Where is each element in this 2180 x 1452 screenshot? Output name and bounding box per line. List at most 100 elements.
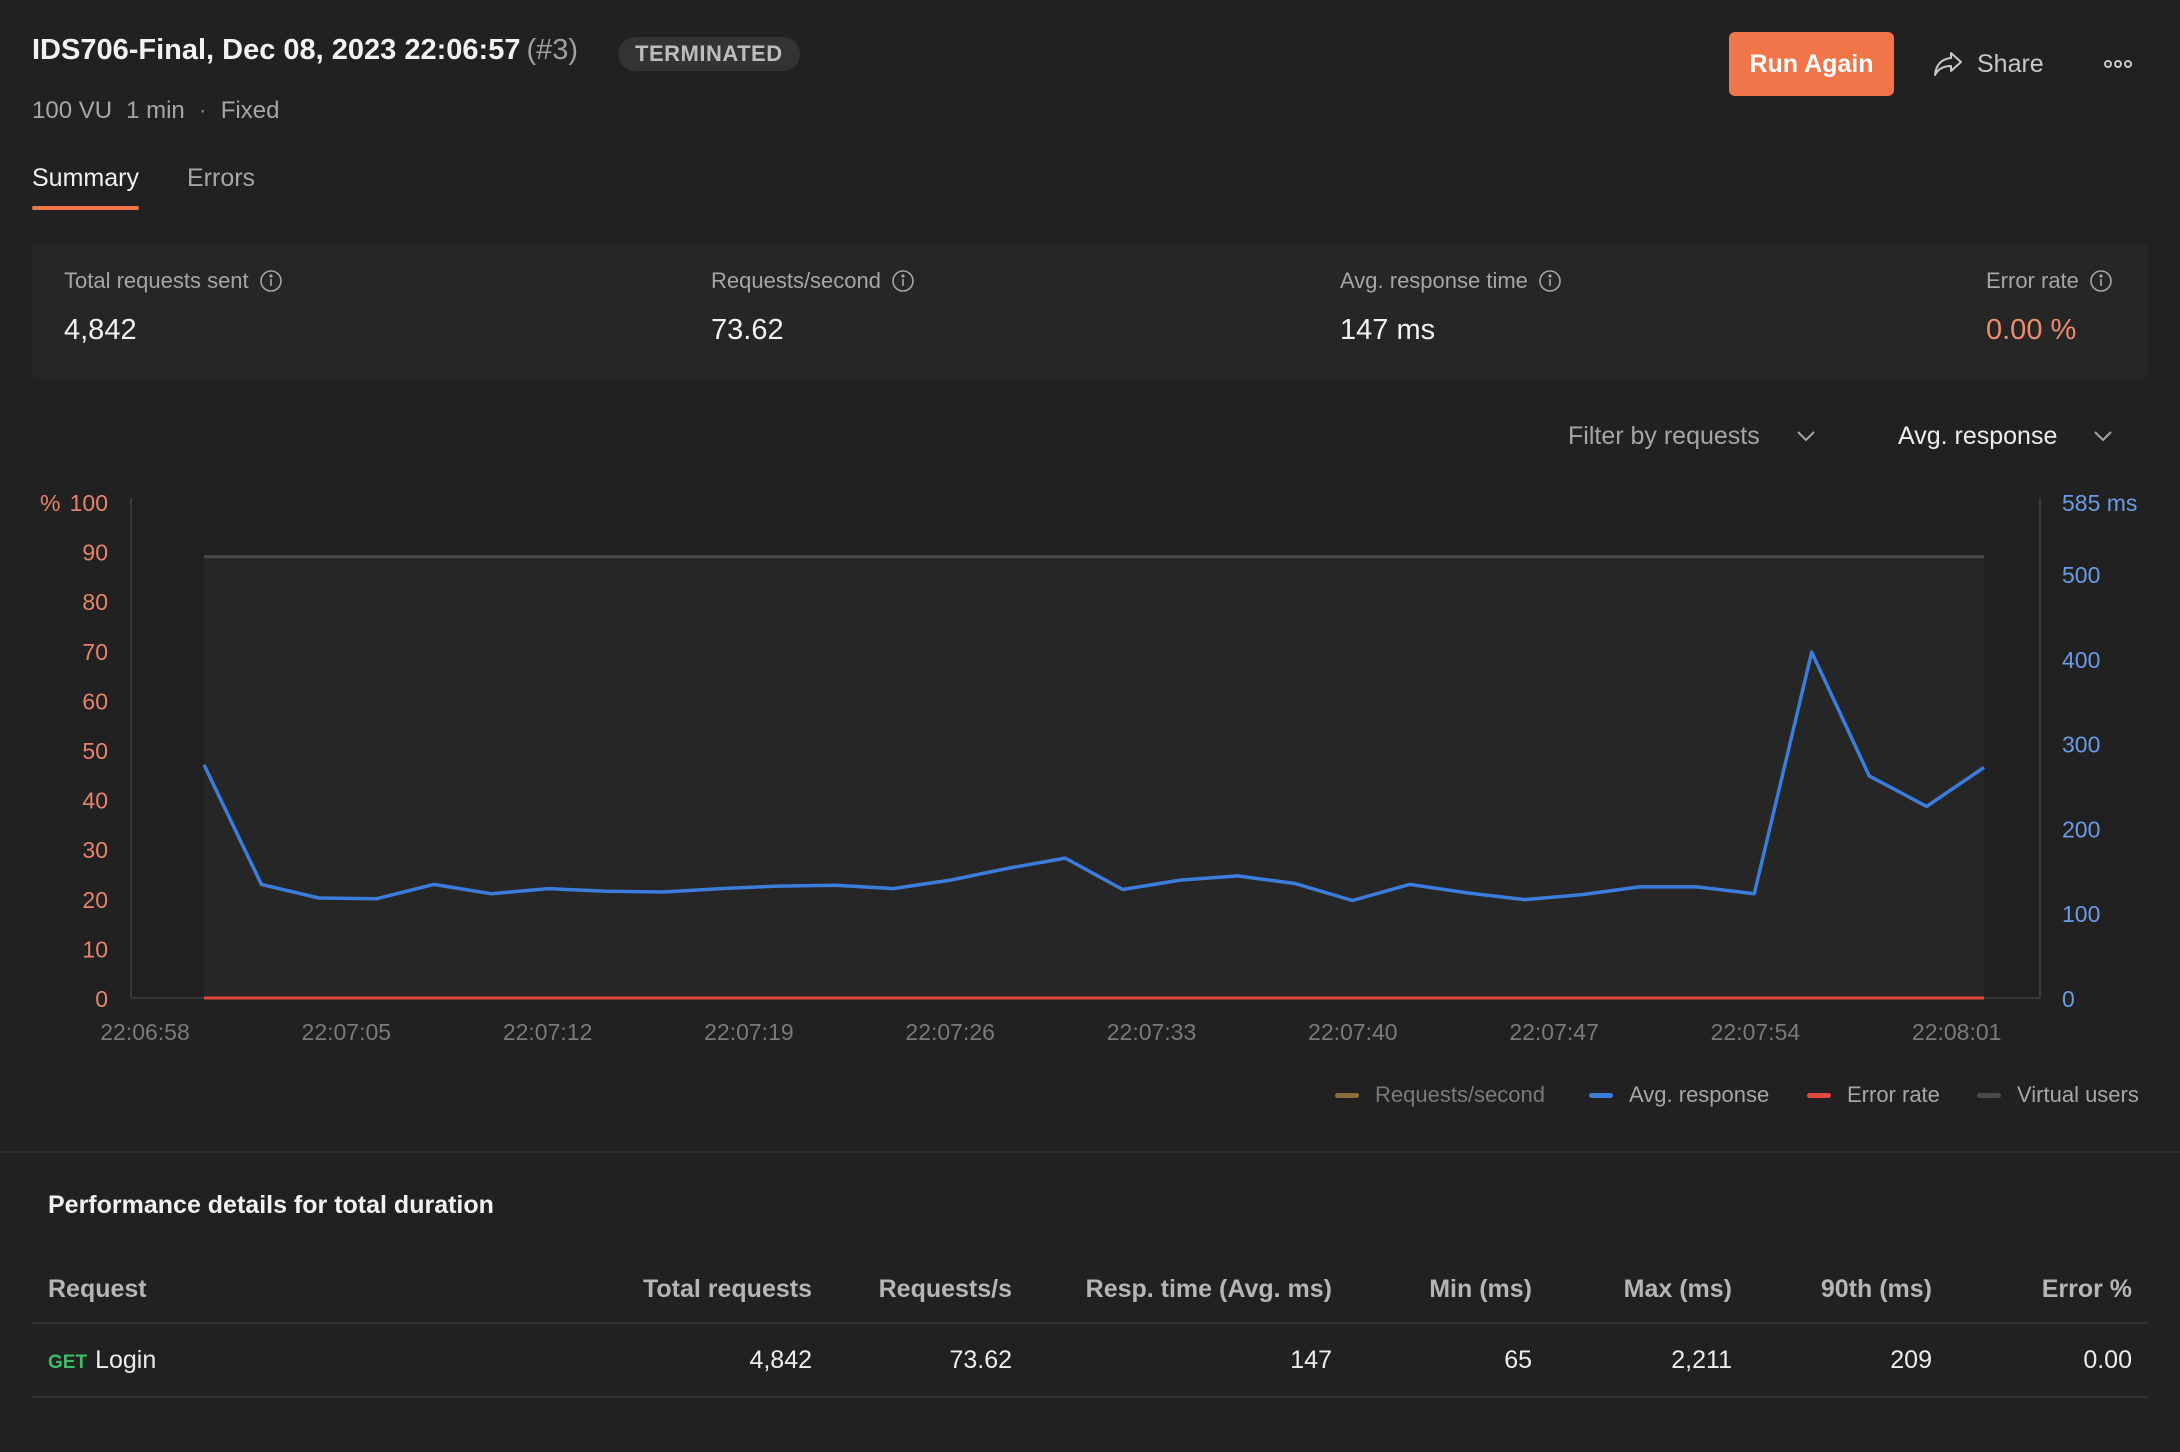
x-tick-label: 22:07:26 — [905, 1019, 995, 1045]
column-header-requests-per-second: Requests/s — [878, 1275, 1012, 1303]
column-header-max: Max (ms) — [1623, 1275, 1732, 1303]
cell-resp-time: 147 — [1290, 1346, 1332, 1374]
right-tick-label: 300 — [2062, 732, 2100, 758]
legend-error-rate[interactable]: Error rate — [1807, 1082, 1940, 1108]
request-cell: GET Login — [48, 1346, 156, 1375]
run-again-button[interactable]: Run Again — [1729, 32, 1894, 96]
run-duration: 1 min — [126, 97, 185, 124]
separator-dot: · — [198, 97, 207, 124]
x-tick-label: 22:07:40 — [1308, 1019, 1398, 1045]
right-tick-label: 0 — [2062, 986, 2075, 1012]
series-avg-response-line — [202, 650, 1985, 903]
filter-requests-dropdown[interactable]: Filter by requests — [1568, 416, 1816, 456]
left-tick-label: 80 — [82, 589, 108, 615]
x-tick-label: 22:07:19 — [704, 1019, 794, 1045]
legend-label: Avg. response — [1629, 1082, 1770, 1107]
more-options-button[interactable] — [2098, 44, 2138, 84]
right-tick-label: 400 — [2062, 647, 2100, 673]
share-button[interactable]: Share — [1933, 42, 2044, 86]
summary-stats-card: Total requests sent 4,842 Requests/secon… — [32, 243, 2148, 379]
left-tick-label: 20 — [82, 887, 108, 913]
stat-label: Requests/second — [711, 268, 881, 293]
request-name: Login — [95, 1346, 157, 1374]
right-tick-label: 500 — [2062, 562, 2100, 588]
left-tick-label: 60 — [82, 688, 108, 714]
cell-total-requests: 4,842 — [749, 1346, 812, 1374]
status-badge: TERMINATED — [618, 37, 800, 71]
stat-value: 147 ms — [1340, 314, 1436, 346]
info-icon[interactable] — [1538, 269, 1562, 293]
more-icon — [2104, 60, 2132, 68]
stat-error-rate: Error rate 0.00 % — [1986, 268, 2113, 347]
share-label: Share — [1977, 49, 2044, 78]
stat-value: 4,842 — [64, 314, 137, 346]
legend-requests-per-second[interactable]: Requests/second — [1335, 1082, 1545, 1108]
column-header-p90: 90th (ms) — [1820, 1275, 1932, 1303]
vu-count: 100 VU — [32, 97, 113, 124]
column-header-error: Error % — [2041, 1275, 2132, 1303]
legend-swatch — [1807, 1092, 1831, 1098]
x-tick-label: 22:07:47 — [1509, 1019, 1599, 1045]
cell-error: 0.00 — [2083, 1346, 2132, 1374]
method-badge: GET — [48, 1352, 88, 1373]
legend-label: Requests/second — [1375, 1082, 1545, 1107]
left-tick-label: 100 — [70, 490, 108, 516]
column-header-resp-time: Resp. time (Avg. ms) — [1085, 1275, 1332, 1303]
right-tick-label: 200 — [2062, 816, 2100, 842]
info-icon[interactable] — [259, 269, 283, 293]
x-tick-label: 22:07:54 — [1711, 1019, 1801, 1045]
right-axis-max: 585 ms — [2062, 490, 2137, 516]
filter-requests-label: Filter by requests — [1568, 421, 1760, 450]
legend-swatch — [1589, 1092, 1613, 1098]
section-divider — [0, 1151, 2180, 1153]
x-tick-label: 22:07:12 — [503, 1019, 593, 1045]
stat-avg-response: Avg. response time 147 ms — [1340, 268, 1562, 347]
load-profile: Fixed — [220, 97, 280, 124]
metric-label: Avg. response — [1898, 421, 2058, 450]
test-run-title: IDS706-Final, Dec 08, 2023 22:06:57 — [32, 34, 521, 66]
x-tick-label: 22:07:33 — [1107, 1019, 1197, 1045]
stat-value: 73.62 — [711, 314, 784, 346]
legend-virtual-users[interactable]: Virtual users — [1977, 1082, 2139, 1108]
table-header-divider — [32, 1322, 2148, 1324]
info-icon[interactable] — [891, 269, 915, 293]
info-icon[interactable] — [2089, 269, 2113, 293]
run-number: (#3) — [526, 34, 579, 66]
stat-total-requests: Total requests sent 4,842 — [64, 268, 283, 347]
chevron-down-icon — [1797, 431, 1815, 442]
stat-requests-per-second: Requests/second 73.62 — [711, 268, 915, 347]
legend-swatch — [1977, 1092, 2001, 1098]
page-title: IDS706-Final, Dec 08, 2023 22:06:57 (#3) — [32, 34, 578, 67]
share-icon — [1934, 52, 1962, 76]
left-axis-unit: % — [40, 490, 60, 516]
cell-p90: 209 — [1890, 1346, 1932, 1374]
left-tick-label: 30 — [82, 837, 108, 863]
plot-area — [204, 556, 1984, 998]
table-row-divider — [32, 1396, 2148, 1398]
stat-label: Total requests sent — [64, 268, 249, 293]
right-tick-label: 100 — [2062, 901, 2100, 927]
left-tick-label: 0 — [95, 986, 108, 1012]
left-tick-label: 70 — [82, 639, 108, 665]
x-tick-label: 22:08:01 — [1912, 1019, 2002, 1045]
left-tick-label: 50 — [82, 738, 108, 764]
metric-dropdown[interactable]: Avg. response — [1898, 416, 2113, 456]
active-tab-indicator — [32, 206, 139, 210]
stat-value: 0.00 % — [1986, 314, 2077, 346]
chevron-down-icon — [2094, 431, 2113, 442]
legend-swatch — [1335, 1092, 1359, 1098]
run-config: 100 VU 1 min · Fixed — [32, 97, 293, 125]
column-header-min: Min (ms) — [1429, 1275, 1532, 1303]
cell-min: 65 — [1504, 1346, 1532, 1374]
column-header-total-requests: Total requests — [642, 1275, 812, 1303]
stat-label: Avg. response time — [1340, 268, 1528, 293]
tab-summary[interactable]: Summary — [32, 164, 139, 192]
cell-max: 2,211 — [1671, 1346, 1732, 1374]
column-header-request: Request — [48, 1275, 147, 1303]
left-tick-label: 40 — [82, 788, 108, 814]
left-tick-label: 10 — [82, 936, 108, 962]
legend-avg-response[interactable]: Avg. response — [1589, 1082, 1769, 1108]
tab-errors[interactable]: Errors — [187, 164, 256, 192]
performance-title: Performance details for total duration — [48, 1191, 494, 1219]
